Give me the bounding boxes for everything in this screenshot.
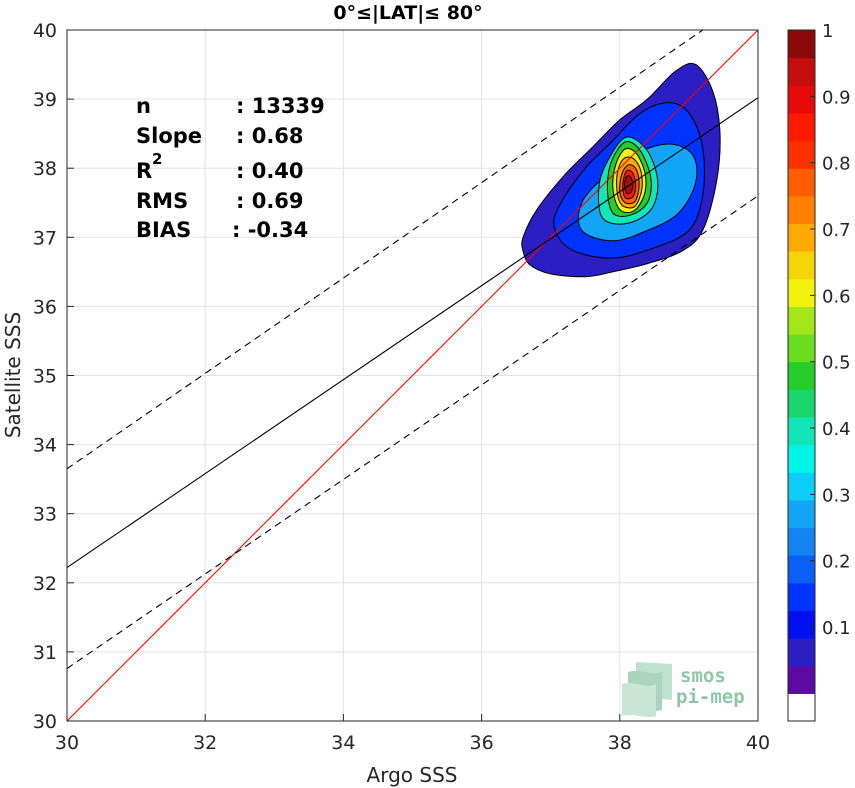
logo-text-pimep: pi-mep	[676, 686, 745, 708]
y-tick-label: 32	[33, 573, 57, 595]
stat-slope-value: : 0.68	[236, 124, 304, 148]
grid	[66, 29, 759, 722]
y-tick-label: 39	[33, 89, 57, 111]
smos-pi-mep-logo: smos pi-mep	[622, 662, 745, 718]
colorbar-segment	[788, 140, 815, 169]
colorbar	[788, 30, 815, 722]
colorbar-segment	[788, 638, 815, 667]
stat-slope-label: Slope	[136, 124, 202, 148]
colorbar-tick-label: 0.4	[822, 419, 851, 440]
y-tick-label: 37	[33, 227, 57, 249]
stat-rms-label: RMS	[136, 189, 188, 213]
x-axis-ticks: 30 32 34 36 38 40	[55, 714, 770, 754]
colorbar-tick-label: 0.2	[822, 552, 851, 573]
colorbar-segment	[788, 334, 815, 363]
stat-r2-label: R	[136, 159, 152, 183]
y-tick-label: 40	[33, 20, 57, 42]
stat-bias-label: BIAS	[136, 218, 191, 242]
chart-title: 0°≤|LAT|≤ 80°	[333, 2, 482, 24]
y-tick-label: 38	[33, 158, 57, 180]
line-regression-rms	[67, 195, 758, 669]
colorbar-segment	[788, 306, 815, 335]
x-tick-label: 36	[470, 732, 494, 754]
colorbar-tick-label: 1	[822, 21, 833, 42]
y-axis-label: Satellite SSS	[1, 312, 25, 438]
colorbar-tick-label: 0.3	[822, 485, 851, 506]
stat-r2-value: : 0.40	[236, 159, 304, 183]
colorbar-tick-label: 0.7	[822, 220, 851, 241]
y-tick-label: 35	[33, 366, 57, 388]
colorbar-segment	[788, 693, 815, 722]
x-tick-label: 32	[193, 732, 217, 754]
x-tick-label: 34	[331, 732, 355, 754]
fit-lines	[67, 30, 758, 721]
colorbar-segment	[788, 30, 815, 59]
density-contour-1	[624, 175, 634, 195]
stat-r2-superscript: 2	[152, 150, 162, 168]
colorbar-tick-label: 0.6	[822, 286, 851, 307]
colorbar-segment	[788, 499, 815, 529]
logo-text-smos: smos	[680, 665, 726, 687]
colorbar-segment	[788, 168, 815, 197]
y-axis-ticks: 30 31 32 33 34 35 36 37 38 39 40	[33, 20, 74, 733]
stat-rms-value: : 0.69	[236, 189, 304, 213]
colorbar-segment	[788, 416, 815, 446]
x-tick-label: 30	[55, 732, 79, 754]
colorbar-segment	[788, 472, 815, 501]
stat-n-label: n	[136, 94, 151, 118]
line-regression-rms	[67, 30, 704, 470]
colorbar-segment	[788, 223, 815, 252]
colorbar-ticks: 0.1 0.2 0.3 0.4 0.5 0.6 0.7 0.8 0.9 1	[810, 21, 851, 639]
y-tick-label: 36	[33, 296, 57, 318]
colorbar-frame	[787, 29, 816, 722]
logo-waves-icon	[622, 662, 672, 718]
stat-bias-value: : -0.34	[232, 218, 308, 242]
colorbar-tick-label: 0.1	[822, 618, 851, 639]
colorbar-segment	[788, 555, 815, 584]
colorbar-tick-label: 0.5	[822, 353, 851, 374]
line-identity	[67, 30, 758, 721]
y-tick-label: 34	[33, 435, 57, 457]
colorbar-segment	[788, 195, 815, 225]
colorbar-segment	[788, 389, 815, 418]
colorbar-segment	[788, 527, 815, 556]
colorbar-segment	[788, 278, 815, 307]
colorbar-segment	[788, 582, 815, 612]
colorbar-segment	[788, 85, 815, 114]
y-tick-label: 33	[33, 504, 57, 526]
colorbar-segment	[788, 112, 815, 142]
colorbar-segment	[788, 444, 815, 473]
stat-n-value: : 13339	[236, 94, 325, 118]
colorbar-segment	[788, 361, 815, 390]
line-regression	[67, 97, 758, 569]
colorbar-tick-label: 0.8	[822, 154, 851, 175]
colorbar-segment	[788, 251, 815, 280]
colorbar-segment	[788, 665, 815, 694]
colorbar-tick-label: 0.9	[822, 87, 851, 108]
x-axis-label: Argo SSS	[367, 763, 458, 787]
y-tick-label: 31	[33, 642, 57, 664]
colorbar-segment	[788, 57, 815, 86]
x-tick-label: 38	[608, 732, 632, 754]
y-tick-label: 30	[33, 711, 57, 733]
colorbar-segment	[788, 610, 815, 639]
x-tick-label: 40	[746, 732, 770, 754]
statistics-box: n : 13339 Slope : 0.68 R 2 : 0.40 RMS : …	[136, 94, 325, 242]
